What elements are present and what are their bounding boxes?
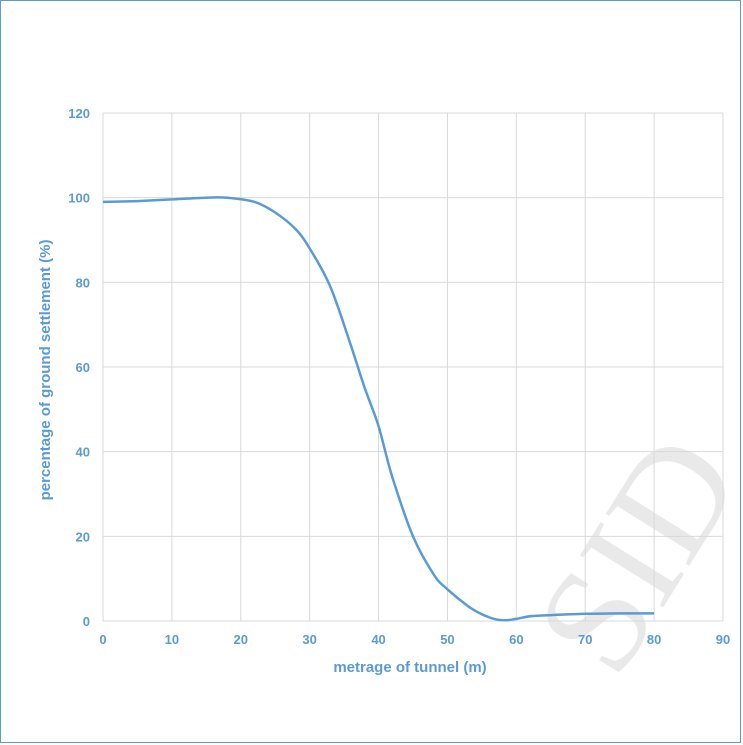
y-tick-label: 40 bbox=[76, 445, 90, 460]
x-tick-label: 20 bbox=[234, 632, 248, 647]
series-line bbox=[102, 196, 655, 622]
x-tick-label: 80 bbox=[647, 632, 661, 647]
x-tick-label: 0 bbox=[99, 632, 106, 647]
x-tick-label: 30 bbox=[302, 632, 316, 647]
x-tick-label: 10 bbox=[165, 632, 179, 647]
y-axis-title: percentage of ground settlement (%) bbox=[37, 240, 54, 501]
y-tick-label: 120 bbox=[68, 106, 90, 121]
y-tick-label: 100 bbox=[68, 191, 90, 206]
x-tick-label: 70 bbox=[578, 632, 592, 647]
y-tick-label: 80 bbox=[76, 275, 90, 290]
gridlines bbox=[102, 112, 724, 622]
x-tick-label: 50 bbox=[440, 632, 454, 647]
y-tick-label: 0 bbox=[83, 614, 90, 629]
x-tick-label: 40 bbox=[371, 632, 385, 647]
x-axis-title: metrage of tunnel (m) bbox=[333, 659, 486, 676]
watermark: SID bbox=[503, 407, 742, 700]
y-tick-label: 20 bbox=[76, 529, 90, 544]
y-tick-label: 60 bbox=[76, 360, 90, 375]
tick-labels: 0 10 20 30 40 50 60 70 80 90 0 20 40 60 80 100 120 bbox=[68, 106, 730, 647]
x-tick-label: 60 bbox=[509, 632, 523, 647]
x-tick-label: 90 bbox=[716, 632, 730, 647]
